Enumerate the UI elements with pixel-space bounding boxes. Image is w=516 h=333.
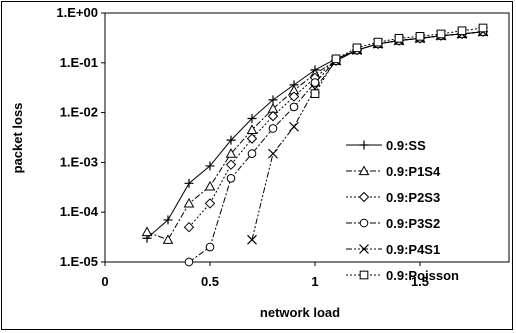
data-point-plus <box>268 95 278 105</box>
x-tick-label: 1 <box>311 274 318 289</box>
legend-label: 0.9:P2S3 <box>386 190 440 205</box>
x-tick-label: 0.5 <box>201 274 219 289</box>
series-layer <box>141 23 489 267</box>
data-point-diamond <box>225 159 237 170</box>
legend-label: 0.9:P3S2 <box>386 216 440 231</box>
y-tick-label: 1.E-05 <box>60 254 98 269</box>
data-point-square <box>352 43 362 53</box>
y-tick-label: 1.E-02 <box>60 105 98 120</box>
series-line <box>251 31 484 240</box>
data-point-diamond <box>288 91 300 102</box>
legend-marker-diamond <box>358 191 370 203</box>
data-point-circle <box>289 102 299 112</box>
series-line <box>146 31 484 239</box>
y-tick-label: 1.E+00 <box>56 5 98 20</box>
tick-layer: 1.E+00 1.E-01 1.E-02 1.E-03 1.E-04 1.E-050 0.5… <box>56 5 429 289</box>
legend-marker-circle <box>359 218 369 228</box>
data-point-square <box>436 29 446 39</box>
data-point-square <box>310 89 320 98</box>
series-line <box>146 31 484 241</box>
data-point-diamond <box>183 221 195 233</box>
series-0-9-poisson <box>310 23 488 98</box>
data-point-circle <box>247 149 257 158</box>
series-line <box>314 27 484 94</box>
data-point-plus <box>184 178 194 188</box>
data-point-x <box>268 148 278 159</box>
series-0-9-p4s1 <box>247 26 488 245</box>
data-point-square <box>331 54 341 64</box>
data-point-square <box>415 32 425 41</box>
series-0-9-ss <box>142 27 488 243</box>
legend-item: 0.9:Poisson <box>346 268 459 283</box>
x-tick-label: 0 <box>101 274 108 289</box>
legend-marker-triangle <box>358 165 370 176</box>
legend: 0.9:SS 0.9:P1S4 0.9:P2S3 0.9:P3S2 0.9:P4S1 0.… <box>346 138 459 283</box>
data-point-square <box>373 37 383 47</box>
data-point-x <box>289 121 299 132</box>
legend-item: 0.9:P3S2 <box>346 216 440 231</box>
data-point-triangle <box>204 180 216 191</box>
legend-label: 0.9:Poisson <box>386 268 459 283</box>
x-axis-label: network load <box>260 305 340 320</box>
legend-marker-plus <box>359 140 369 150</box>
data-point-triangle <box>183 197 195 208</box>
legend-item: 0.9:SS <box>346 138 426 153</box>
y-tick-label: 1.E-01 <box>60 55 98 70</box>
data-point-circle <box>310 78 320 87</box>
data-point-plus <box>247 114 257 124</box>
data-point-square <box>394 34 404 43</box>
series-0-9-p1s4 <box>141 26 489 244</box>
legend-label: 0.9:SS <box>386 138 426 153</box>
data-point-square <box>478 23 488 33</box>
series-0-9-p3s2 <box>184 27 488 267</box>
data-point-diamond <box>246 133 258 144</box>
legend-marker-x <box>359 244 369 254</box>
legend-marker-square <box>359 270 369 280</box>
data-point-triangle <box>141 226 153 237</box>
data-point-plus <box>226 135 236 145</box>
data-point-circle <box>184 257 194 267</box>
x-tick-label: 1.5 <box>411 274 429 289</box>
data-point-square <box>457 26 467 36</box>
y-axis-label: packet loss <box>10 103 25 174</box>
data-point-triangle <box>225 148 237 158</box>
data-point-diamond <box>267 110 279 122</box>
legend-item: 0.9:P4S1 <box>346 242 440 257</box>
data-point-circle <box>205 242 215 252</box>
data-point-circle <box>226 173 236 183</box>
y-tick-label: 1.E-04 <box>60 204 99 219</box>
data-point-plus <box>205 161 215 171</box>
data-point-diamond <box>204 198 216 209</box>
legend-item: 0.9:P2S3 <box>346 190 440 205</box>
plot-area <box>104 12 510 263</box>
legend-item: 0.9:P1S4 <box>346 164 441 179</box>
y-tick-label: 1.E-03 <box>60 154 98 169</box>
data-point-circle <box>268 124 278 133</box>
data-point-triangle <box>246 124 258 134</box>
data-point-plus <box>163 215 173 225</box>
data-point-triangle <box>162 234 174 244</box>
legend-label: 0.9:P4S1 <box>386 242 440 257</box>
data-point-x <box>247 234 257 245</box>
legend-label: 0.9:P1S4 <box>386 164 441 179</box>
